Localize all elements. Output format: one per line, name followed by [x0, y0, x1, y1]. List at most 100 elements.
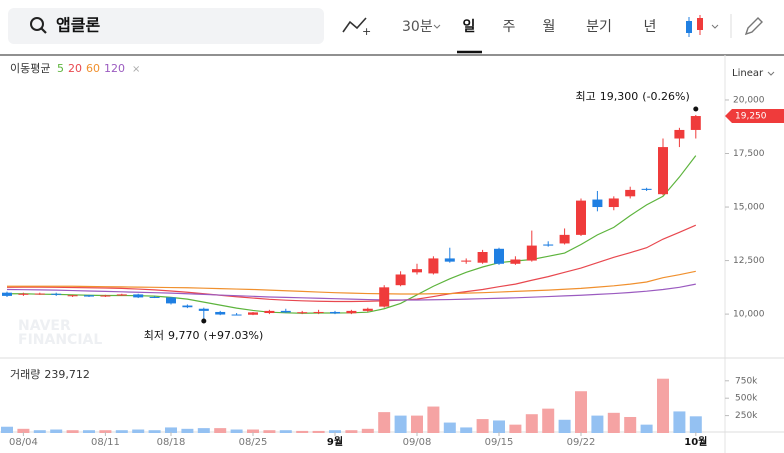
ma-legend-close: × [132, 64, 140, 75]
candle-body [215, 311, 226, 315]
candle-body [231, 314, 242, 316]
volume-bar [443, 422, 456, 433]
candle-body [641, 188, 652, 190]
min-annotation-part: 9,770 [168, 329, 200, 342]
scale-mode[interactable]: Linear [732, 68, 764, 79]
volume-bar [66, 430, 79, 433]
max-marker [693, 106, 699, 112]
watermark: FINANCIAL [18, 332, 102, 348]
x-tick-label: 08/18 [157, 437, 186, 448]
period-tab[interactable]: 일 [463, 19, 476, 35]
volume-title: 거래량 239,712 [10, 368, 90, 381]
candle-body [608, 198, 619, 208]
current-price-label: 19,250 [735, 112, 767, 122]
volume-bar [624, 416, 637, 433]
volume-bar [1, 426, 13, 433]
draw-tool-icon[interactable] [342, 17, 367, 33]
x-tick-label: 9월 [327, 436, 343, 448]
volume-bar [427, 406, 440, 433]
candle-body [461, 260, 472, 262]
period-tab[interactable]: 주 [503, 19, 516, 35]
volume-bar [214, 428, 227, 433]
candle-body [330, 311, 340, 314]
volume-bar [558, 419, 571, 433]
interval-select[interactable]: 30분 [402, 19, 433, 35]
ma-line [6, 283, 696, 301]
volume-bar [657, 378, 669, 433]
x-tick-label: 08/11 [91, 437, 120, 448]
period-tab[interactable]: 분기 [586, 19, 612, 35]
volume-bar [279, 430, 292, 433]
volume-bar [197, 428, 210, 433]
volume-bar [394, 415, 407, 433]
volume-bar [132, 429, 145, 433]
search-text[interactable]: 앱클론 [56, 16, 100, 35]
candle-body [494, 248, 504, 264]
period-tab[interactable]: 월 [543, 19, 556, 35]
min-annotation: 최저 9,770 (+97.03%) [144, 329, 263, 342]
volume-bar [575, 391, 587, 433]
volume-bar [263, 430, 276, 433]
candle-body [313, 311, 324, 313]
candle-icon-red[interactable] [697, 18, 703, 30]
candle-body [264, 310, 275, 314]
volume-bar [99, 430, 112, 433]
volume-bar [17, 428, 30, 433]
x-tick-label: 09/08 [403, 437, 432, 448]
volume-bar [673, 411, 686, 433]
candle-body [346, 310, 357, 314]
volume-bar [33, 430, 46, 433]
volume-bar [460, 427, 473, 433]
x-tick-label: 10월 [684, 436, 707, 448]
y-tick-label: 20,000 [733, 95, 765, 105]
volume-bar [148, 430, 161, 433]
candle-body [280, 310, 291, 313]
search-icon [30, 17, 44, 31]
y-tick-label: 17,500 [733, 149, 765, 159]
candle-body [674, 129, 685, 139]
candle-body [625, 189, 636, 197]
candle-body [248, 312, 258, 315]
interval-caret [433, 24, 441, 29]
candle-body [592, 199, 603, 208]
scale-caret [767, 71, 775, 76]
watermark: NAVER [18, 318, 71, 334]
ma-legend-item: 120 [104, 62, 125, 75]
candle-body [133, 294, 144, 298]
volume-title-text: 거래량 [10, 368, 40, 381]
max-annotation: 최고 19,300 (-0.26%) [576, 90, 690, 103]
ma-line [7, 270, 696, 295]
period-tab[interactable]: 년 [644, 19, 657, 35]
candle-body [690, 116, 701, 130]
candle-body [559, 234, 570, 244]
max-annotation-part: 최고 [576, 90, 596, 103]
ma-legend-title: 이동평균 [10, 62, 50, 75]
candle-body [395, 274, 406, 286]
volume-bar [476, 419, 489, 433]
candle-body [2, 292, 12, 296]
ma-legend-item: 5 [57, 62, 64, 75]
volume-bar [165, 427, 177, 433]
volume-bar [329, 430, 341, 433]
x-tick-label: 09/22 [567, 437, 596, 448]
x-tick-label: 08/25 [239, 437, 268, 448]
candle-body [166, 297, 176, 304]
volume-bar [50, 429, 63, 433]
y-tick-label: 500k [735, 394, 758, 404]
volume-bar [509, 424, 522, 433]
candle-icon-blue[interactable] [686, 21, 692, 33]
edit-icon[interactable] [744, 17, 763, 36]
volume-bar [493, 420, 505, 433]
volume-bar [115, 430, 128, 433]
max-annotation-part: 19,300 [600, 90, 639, 103]
candle-body [18, 293, 29, 295]
candle-body [198, 308, 209, 311]
y-tick-label: 250k [735, 411, 758, 421]
volume-bar [591, 415, 604, 433]
volume-bar [247, 429, 259, 433]
volume-bar [83, 430, 95, 433]
y-tick-label: 10,000 [733, 310, 765, 320]
candle-body [428, 258, 439, 274]
search-box[interactable] [8, 8, 324, 44]
